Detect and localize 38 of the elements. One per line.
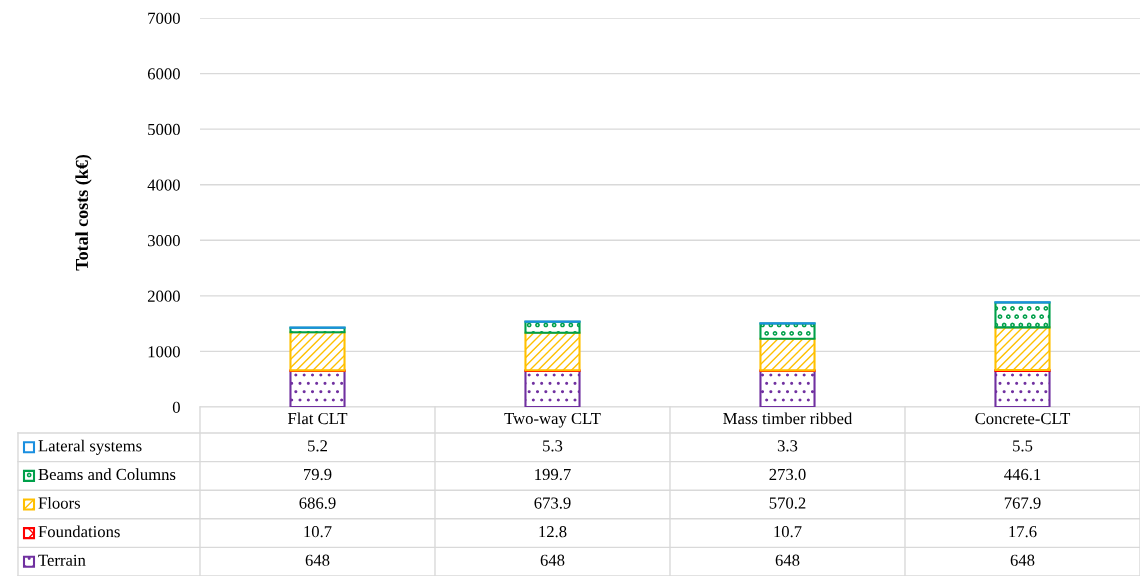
data-label: 648 [305, 554, 330, 566]
data-label: 767.9 [1004, 497, 1041, 509]
legend-label: Beams and Columns [38, 468, 176, 481]
data-label: 79.9 [304, 468, 332, 481]
data-label: 648 [775, 554, 800, 566]
data-label: 5.5 [1013, 440, 1033, 452]
data-label: 648 [540, 554, 565, 566]
y-tick-label: 1000 [148, 346, 180, 358]
data-label: 10.7 [774, 526, 802, 538]
y-tick-label: 5000 [148, 123, 180, 136]
y-tick-label: 4000 [147, 179, 180, 191]
y-tick-label: 7000 [148, 12, 180, 24]
data-label: 10.7 [304, 526, 332, 538]
data-label: 273.0 [769, 468, 806, 481]
data-label: 446.1 [1004, 468, 1041, 481]
x-tick-label: Two-way CLT [504, 412, 601, 428]
data-label: 648 [1010, 554, 1035, 566]
data-label: 199.7 [535, 468, 571, 481]
data-label: 17.6 [1009, 526, 1037, 538]
legend-label: Floors [38, 496, 80, 509]
data-label: 570.2 [769, 497, 806, 509]
x-tick-label: Concrete-CLT [975, 412, 1071, 425]
data-label: 686.9 [299, 497, 336, 509]
data-label: 5.3 [543, 440, 563, 452]
legend-label: Foundations [38, 525, 120, 538]
data-label: 5.2 [308, 440, 327, 452]
y-tick-label: 0 [172, 401, 180, 413]
data-label: 673.9 [534, 497, 571, 509]
legend-label: Terrain [38, 554, 86, 566]
data-label: 3.3 [777, 440, 798, 452]
y-tick-label: 2000 [147, 290, 180, 302]
data-label: 12.8 [539, 526, 567, 538]
y-axis-title: Total costs (k€) [75, 154, 92, 271]
y-tick-label: 6000 [147, 68, 180, 80]
x-tick-label: Mass timber ribbed [723, 412, 853, 425]
x-tick-label: Flat CLT [287, 412, 348, 425]
legend-label: Lateral systems [38, 439, 142, 455]
y-tick-label: 3000 [148, 234, 180, 247]
